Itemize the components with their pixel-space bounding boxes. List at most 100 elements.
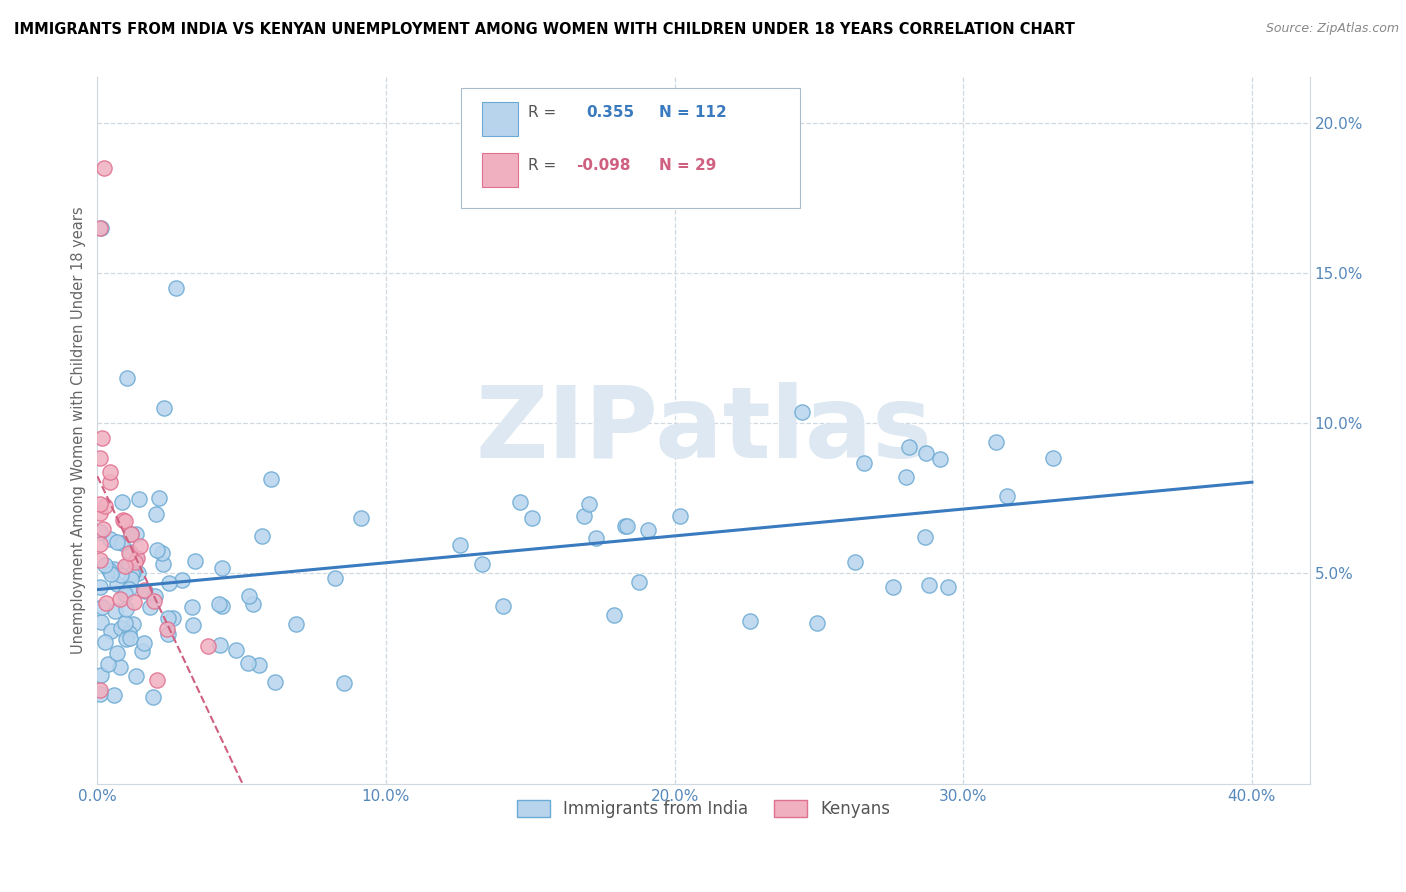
Point xyxy=(94,635,117,649)
Point xyxy=(125,552,148,566)
Point xyxy=(89,497,111,511)
Point xyxy=(170,573,193,587)
Point xyxy=(110,567,132,582)
Point xyxy=(91,600,114,615)
Point xyxy=(637,523,659,537)
Point xyxy=(114,514,136,528)
Point xyxy=(882,580,904,594)
Point xyxy=(323,570,346,584)
Point xyxy=(89,553,111,567)
Point xyxy=(914,445,936,459)
Point xyxy=(114,616,136,631)
Point xyxy=(98,532,121,546)
Point xyxy=(89,580,111,594)
Point xyxy=(669,508,692,523)
Point xyxy=(118,625,141,640)
Point xyxy=(1042,451,1064,466)
Point xyxy=(247,657,270,672)
Point xyxy=(117,371,139,385)
Point xyxy=(93,161,115,175)
Bar xyxy=(482,103,517,136)
Point xyxy=(614,519,637,533)
Point xyxy=(578,497,600,511)
Point xyxy=(252,529,274,543)
Point xyxy=(89,687,111,701)
Point xyxy=(350,511,373,525)
Point xyxy=(103,562,125,576)
Point xyxy=(121,567,143,582)
Text: -0.098: -0.098 xyxy=(576,158,631,173)
Point xyxy=(738,614,761,628)
Point xyxy=(111,495,134,509)
Point xyxy=(211,599,233,613)
Point xyxy=(181,618,204,632)
Point xyxy=(142,594,165,608)
Point xyxy=(112,513,135,527)
Point xyxy=(627,574,650,589)
Point xyxy=(93,522,115,536)
Point xyxy=(96,596,118,610)
Point xyxy=(115,632,138,646)
Point xyxy=(603,608,626,623)
Point xyxy=(211,561,233,575)
Point xyxy=(260,472,283,486)
Point xyxy=(138,600,160,615)
Point xyxy=(115,602,138,616)
Text: Source: ZipAtlas.com: Source: ZipAtlas.com xyxy=(1265,22,1399,36)
Point xyxy=(238,589,260,603)
Text: N = 112: N = 112 xyxy=(658,105,727,120)
Point xyxy=(97,657,120,671)
Point xyxy=(522,510,544,524)
Point xyxy=(105,646,128,660)
Point xyxy=(125,669,148,683)
Point xyxy=(184,554,207,568)
Point xyxy=(236,656,259,670)
Point xyxy=(131,644,153,658)
Point xyxy=(896,470,918,484)
Point xyxy=(333,675,356,690)
Point xyxy=(89,682,111,697)
Point xyxy=(98,465,121,479)
Point xyxy=(89,506,111,520)
Point xyxy=(120,545,142,559)
Point xyxy=(616,519,638,533)
Point xyxy=(918,578,941,592)
Point xyxy=(156,611,179,625)
Point xyxy=(118,546,141,560)
Point xyxy=(129,540,152,554)
Point xyxy=(585,531,607,545)
FancyBboxPatch shape xyxy=(461,88,800,208)
Point xyxy=(127,566,149,580)
Point xyxy=(159,575,181,590)
Point xyxy=(122,617,145,632)
Point xyxy=(471,558,494,572)
Point xyxy=(853,456,876,470)
Point xyxy=(242,598,264,612)
Point xyxy=(150,546,173,560)
Point xyxy=(898,440,921,454)
Point xyxy=(124,556,146,570)
Point xyxy=(114,587,136,601)
Point xyxy=(118,582,141,597)
Point xyxy=(208,597,231,611)
Point xyxy=(132,582,155,597)
Point xyxy=(100,624,122,638)
Point xyxy=(492,599,515,613)
Point xyxy=(125,527,148,541)
Point xyxy=(89,451,111,466)
Point xyxy=(105,577,128,591)
Point xyxy=(104,604,127,618)
Point xyxy=(152,557,174,571)
Point xyxy=(122,566,145,580)
Point xyxy=(986,435,1008,450)
Point xyxy=(449,538,471,552)
Point xyxy=(127,550,149,565)
Point xyxy=(792,405,814,419)
Point xyxy=(91,431,114,445)
Point xyxy=(90,615,112,629)
Point xyxy=(108,591,131,606)
Point xyxy=(165,281,187,295)
Point xyxy=(90,220,112,235)
Point xyxy=(146,543,169,558)
Point xyxy=(120,526,142,541)
